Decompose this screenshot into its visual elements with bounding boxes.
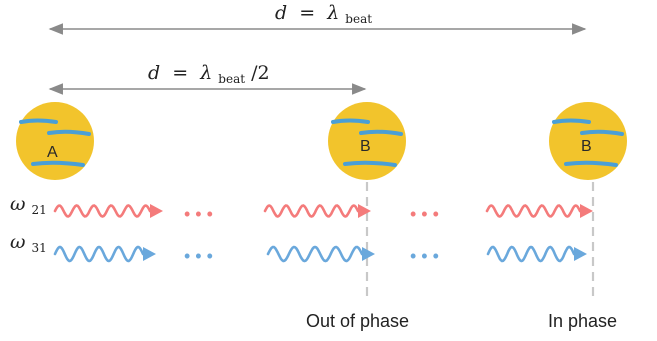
wave-omega-31-arrowhead [574,247,587,261]
half-distance-label: d = λ beat /2 [148,62,270,88]
ellipsis-blue-2: • • • [410,246,439,266]
ellipsis-red-2: • • • [410,204,439,224]
out-of-phase-caption: Out of phase [306,311,409,331]
wave-omega-31-arrowhead [362,247,375,261]
atom-b-middle-stripe [331,118,370,124]
wave-omega-31 [266,245,364,263]
half-distance-symbol: λ [199,62,212,84]
wave-group [53,204,593,263]
atom-b-middle-label: B [360,138,371,155]
wave-omega-31 [486,245,576,263]
top-distance-lhs: d [275,2,287,24]
wave-omega-21-arrowhead [580,204,593,218]
top-distance-label: d = λ beat [275,2,372,26]
wave-omega-31 [53,245,145,263]
atom-b-right-stripe [580,129,624,136]
atom-b-right-label: B [581,138,592,155]
in-phase-caption: In phase [548,311,617,331]
top-distance-symbol: λ [326,2,339,24]
omega-31-label: ω 31 [10,231,47,255]
omega-31-symbol: ω [10,231,26,253]
atom-b-middle-stripe [359,129,403,136]
atom-a-body [16,102,94,180]
atom-a: A [16,102,94,180]
atom-b-middle: B [328,102,406,180]
atom-a-label: A [47,144,58,161]
top-distance-eq: = [299,2,315,24]
omega-21-label: ω 21 [10,193,47,217]
wave-omega-21-arrowhead [150,204,163,218]
omega-21-subscript: 21 [32,203,47,217]
ellipsis-blue-1: • • • [184,246,213,266]
wave-omega-21 [263,204,360,218]
atom-b-right: B [549,102,627,180]
top-distance-subscript: beat [345,12,372,26]
atom-b-right-stripe [552,118,591,124]
wave-omega-21 [485,204,582,218]
atom-a-stripe [47,129,91,136]
omega-21-symbol: ω [10,193,26,215]
wave-omega-21-arrowhead [358,204,371,218]
half-distance-eq: = [172,62,188,84]
wave-omega-31-arrowhead [143,247,156,261]
ellipsis-red-1: • • • [184,204,213,224]
omega-31-subscript: 31 [32,241,47,255]
atom-b-right-stripe [564,160,618,167]
half-distance-subscript: beat [218,72,245,86]
atom-b-middle-stripe [343,160,397,167]
half-distance-tail: /2 [251,62,270,84]
atom-a-stripe [19,118,58,124]
wave-omega-21 [53,204,152,218]
atom-a-stripe [31,160,85,167]
half-distance-lhs: d [148,62,160,84]
